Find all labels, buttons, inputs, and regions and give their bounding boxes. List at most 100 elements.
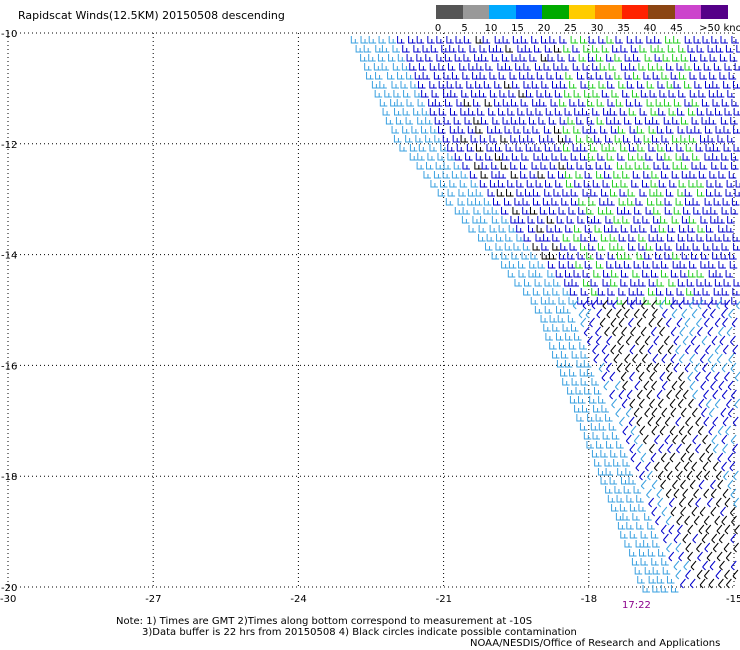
wind-barb bbox=[399, 144, 407, 152]
wind-barb bbox=[496, 234, 504, 242]
wind-barb bbox=[518, 261, 526, 269]
wind-barb bbox=[718, 225, 726, 233]
wind-barb bbox=[611, 398, 617, 409]
wind-barb bbox=[622, 425, 629, 436]
wind-barb bbox=[624, 353, 631, 364]
wind-barb bbox=[723, 279, 732, 287]
wind-barb bbox=[449, 126, 458, 134]
wind-barb bbox=[675, 542, 682, 553]
wind-barb bbox=[680, 54, 689, 62]
wind-barb bbox=[483, 207, 491, 215]
pass-timestamp: 17:22 bbox=[622, 600, 651, 611]
wind-barb bbox=[640, 531, 649, 539]
wind-barb bbox=[663, 117, 672, 125]
wind-barb bbox=[706, 234, 714, 242]
wind-barb bbox=[607, 288, 615, 296]
wind-barb bbox=[442, 171, 451, 179]
wind-barb bbox=[406, 54, 415, 62]
wind-barb bbox=[573, 90, 582, 98]
wind-barb bbox=[574, 333, 582, 341]
wind-barb bbox=[735, 180, 740, 188]
wind-barb bbox=[580, 288, 589, 296]
wind-barb bbox=[475, 36, 484, 44]
wind-barb bbox=[701, 252, 709, 260]
wind-barb bbox=[489, 180, 498, 188]
wind-barb bbox=[670, 299, 676, 310]
wind-barb bbox=[559, 99, 567, 107]
wind-barb bbox=[714, 108, 723, 116]
x-tick-labels: -30 -27 -24 -21 -18 -15 bbox=[0, 594, 740, 605]
wind-barb bbox=[689, 261, 697, 269]
wind-barb bbox=[689, 578, 696, 589]
wind-barb bbox=[520, 99, 529, 107]
wind-barb bbox=[604, 459, 612, 467]
wind-barb bbox=[592, 344, 598, 355]
wind-barb bbox=[641, 299, 647, 310]
wind-barb bbox=[606, 362, 612, 373]
wind-barb bbox=[625, 468, 633, 476]
wind-barb bbox=[614, 380, 621, 391]
lat-lon-grid bbox=[7, 32, 735, 588]
wind-barb bbox=[721, 99, 730, 107]
wind-barb bbox=[406, 99, 414, 107]
wind-barb bbox=[455, 36, 464, 44]
wind-barb bbox=[712, 99, 720, 107]
wind-barb bbox=[653, 216, 661, 224]
wind-barb bbox=[688, 216, 697, 224]
wind-barb bbox=[540, 315, 549, 323]
wind-barb bbox=[475, 126, 483, 134]
wind-barb bbox=[565, 135, 573, 143]
x-tick-label: -30 bbox=[0, 594, 16, 605]
wind-barb bbox=[655, 99, 664, 107]
wind-barb bbox=[634, 162, 643, 170]
wind-barb bbox=[554, 144, 562, 152]
x-tick-label: -27 bbox=[145, 594, 161, 605]
wind-barb bbox=[643, 540, 651, 548]
wind-barb bbox=[664, 252, 672, 260]
wind-barb bbox=[405, 117, 414, 125]
wind-barb bbox=[656, 576, 665, 584]
wind-barb bbox=[564, 108, 573, 116]
wind-barb bbox=[570, 153, 579, 161]
wind-barb bbox=[727, 216, 735, 224]
wind-barb bbox=[604, 326, 610, 337]
wind-barb bbox=[651, 380, 658, 391]
wind-barb bbox=[371, 81, 380, 89]
wind-barb bbox=[678, 299, 685, 310]
wind-barb bbox=[716, 470, 722, 481]
wind-barb bbox=[592, 180, 601, 188]
wind-barb bbox=[498, 72, 507, 80]
wind-barb bbox=[439, 180, 448, 188]
wind-barb bbox=[722, 344, 729, 355]
wind-barb bbox=[556, 306, 564, 314]
wind-barb bbox=[534, 306, 543, 314]
wind-barb bbox=[494, 99, 502, 107]
wind-barb bbox=[586, 117, 595, 125]
wind-barb bbox=[402, 108, 411, 116]
wind-barb bbox=[722, 317, 728, 328]
wind-barb bbox=[629, 443, 636, 454]
wind-barb bbox=[731, 198, 740, 206]
wind-barb bbox=[682, 389, 689, 400]
wind-barb bbox=[710, 216, 718, 224]
wind-barb bbox=[562, 189, 570, 197]
wind-barb bbox=[554, 108, 563, 116]
wind-barb bbox=[628, 288, 637, 296]
wind-barb bbox=[699, 578, 706, 589]
wind-barb bbox=[563, 306, 571, 314]
wind-barb bbox=[434, 135, 442, 143]
wind-barb bbox=[664, 434, 671, 445]
wind-barb bbox=[663, 99, 672, 107]
wind-barb bbox=[617, 335, 623, 346]
wind-barb bbox=[622, 513, 630, 521]
wind-barb bbox=[657, 470, 664, 481]
wind-barb bbox=[366, 72, 374, 80]
wind-barb bbox=[486, 144, 494, 152]
wind-barb bbox=[665, 515, 672, 526]
wind-barb bbox=[665, 36, 673, 44]
wind-barb bbox=[697, 225, 706, 233]
wind-barb bbox=[682, 153, 691, 161]
wind-barb bbox=[529, 54, 537, 62]
wind-barb bbox=[523, 126, 531, 134]
wind-barb bbox=[622, 459, 631, 467]
